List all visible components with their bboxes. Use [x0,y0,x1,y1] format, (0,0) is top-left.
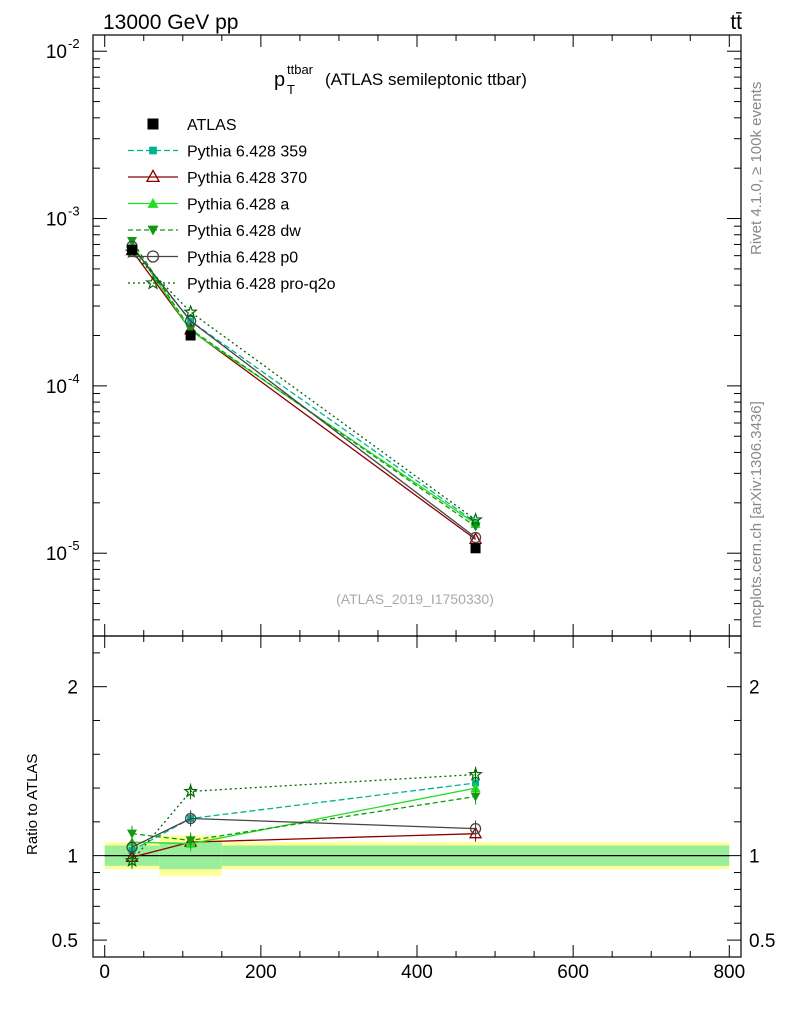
y-tick-label: 10 [46,210,67,231]
series-ratio-point [124,852,140,868]
legend: ATLAS Pythia 6.428 359 Pythia 6.428 370 Pyt… [128,117,336,293]
y-tick-exponent: -5 [68,538,80,553]
watermark: (ATLAS_2019_I1750330) [336,591,494,607]
series-ratio-point [470,792,481,802]
series-ratio-point [127,829,138,839]
legend-marker [147,198,159,208]
series-line-4 [131,245,476,539]
series-point [470,522,481,532]
legend-marker-data [147,118,159,130]
x-tick-label: 200 [245,962,277,983]
series-ratio-point [185,836,196,846]
x-tick-label: 0 [99,962,110,983]
legend-label: Pythia 6.428 dw [187,223,301,240]
legend-marker [146,250,160,263]
legend-label: Pythia 6.428 a [187,197,289,214]
y-tick-exponent: -2 [68,36,80,51]
ratio-tick-label-right: 2 [749,678,760,699]
x-tick-label: 800 [713,962,745,983]
legend-label: Pythia 6.428 pro-q2o [187,276,336,293]
legend-label: Pythia 6.428 359 [187,144,307,161]
title-rest: (ATLAS semileptonic ttbar) [325,70,527,89]
legend-label-data: ATLAS [187,117,237,134]
ratio-tick-label-left: 1 [67,847,78,868]
title-main: p [274,69,285,91]
ratio-tick-label-right: 0.5 [749,931,775,952]
ratio-tick-label-left: 0.5 [52,931,78,952]
legend-marker [149,146,157,155]
plot-title: p ttbar T (ATLAS semileptonic ttbar) [274,62,527,97]
header-right: tt̄ [730,11,742,34]
series-line-1 [131,250,476,540]
data-point [470,543,481,554]
series-ratio-line-3 [131,795,476,842]
series-point [469,531,482,544]
ratio-tick-label-left: 2 [67,678,78,699]
ratio-panel: 0.5 0.5 1 1 2 2 Ratio to ATLAS [24,635,775,958]
series-ratio-point [183,783,198,798]
series-ratio-point [469,822,482,835]
series-ratio-point [126,841,138,853]
mcplots-label: mcplots.cern.ch [arXiv:1306.3436] [748,401,765,628]
series-point [185,325,196,335]
title-sub: T [287,82,295,97]
series-point [184,315,197,327]
legend-marker [147,225,159,236]
x-tick-label: 400 [401,962,433,983]
main-panel: 10-210-310-410-5 p ttbar T (ATLAS semile… [46,34,742,957]
series-ratio-point [184,812,197,825]
legend-label: Pythia 6.428 p0 [187,250,298,267]
series-ratio-point [470,783,481,793]
series-point [468,512,483,527]
data-point [127,244,138,255]
title-sup: ttbar [287,62,314,77]
series-point [183,304,198,319]
legend-label: Pythia 6.428 370 [187,170,307,187]
y-tick-label: 10 [46,377,67,398]
y-tick-label: 10 [46,544,67,565]
x-tick-label: 600 [557,962,589,983]
legend-marker [145,169,161,183]
header-left: 13000 GeV pp [103,11,238,34]
y-tick-label: 10 [46,42,67,63]
ratio-ylabel: Ratio to ATLAS [24,754,41,855]
y-tick-exponent: -4 [68,371,80,386]
ratio-tick-label-right: 1 [749,847,760,868]
legend-marker [145,274,161,290]
ratio-frame [92,635,742,958]
y-tick-exponent: -3 [68,204,80,219]
data-point [185,330,196,341]
rivet-label: Rivet 4.1.0, ≥ 100k events [748,82,765,255]
series-ratio-point [468,766,483,781]
